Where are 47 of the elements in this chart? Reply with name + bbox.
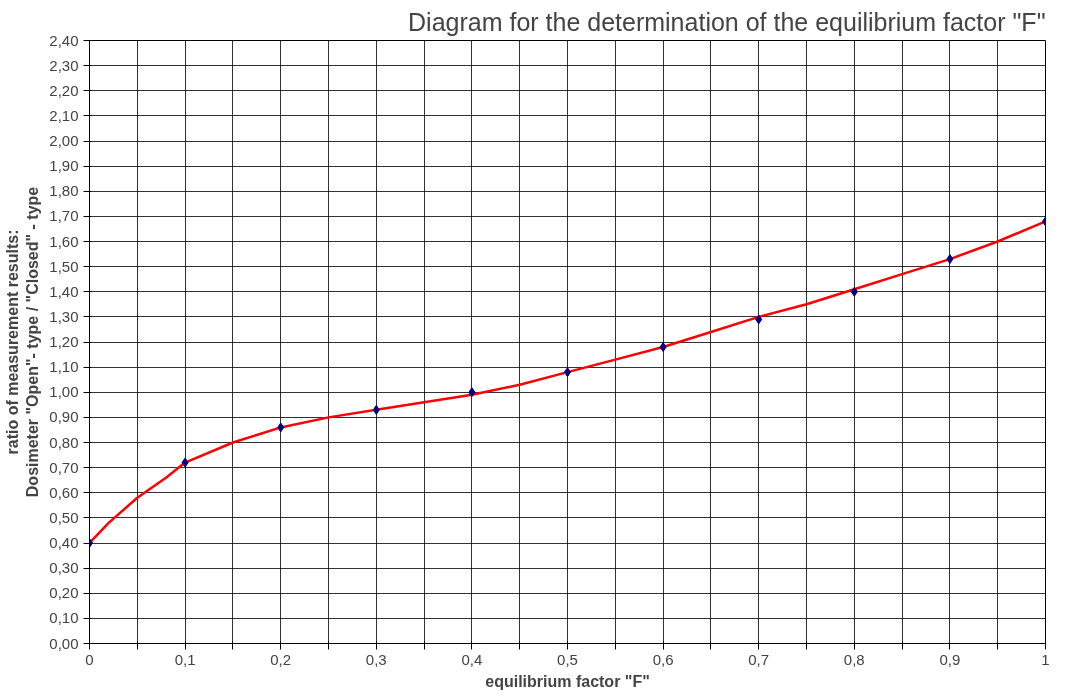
y-tick-label: 1,40 <box>49 282 79 300</box>
y-tick-label: 0,80 <box>49 433 79 451</box>
x-tick-label: 1 <box>1041 650 1050 668</box>
y-axis-title: ratio of measurement results: Dosimeter "Open"- type / "Closed" - type <box>3 186 42 498</box>
y-tick-label: 1,00 <box>49 383 79 401</box>
y-tick-label: 1,20 <box>49 333 79 350</box>
x-tick-label: 0,1 <box>174 650 196 668</box>
x-tick-label: 0,2 <box>270 650 292 668</box>
y-tick-label: 2,20 <box>49 81 79 99</box>
point <box>277 422 285 433</box>
x-tick-label: 0,3 <box>365 650 387 668</box>
point <box>181 457 189 468</box>
x-tick-label: 0,6 <box>652 650 674 668</box>
y-tick-label: 0,90 <box>49 408 79 426</box>
y-tick-label: 1,80 <box>49 182 79 200</box>
y-tick-label: 0,70 <box>49 458 79 476</box>
chart-title: Diagram for the determination of the equilibrium factor "F" <box>408 7 1046 36</box>
x-tick-label: 0,5 <box>557 650 578 668</box>
y-tick-label: 2,10 <box>49 106 79 124</box>
y-tick-label: 0,20 <box>49 584 79 602</box>
point <box>372 404 380 415</box>
point <box>755 314 763 325</box>
point <box>659 342 667 353</box>
y-tick-label: 1,30 <box>49 307 79 325</box>
y-tick-label: 1,10 <box>49 358 79 376</box>
x-tick-label: 0,8 <box>843 650 865 668</box>
x-tick-label: 0 <box>85 650 94 668</box>
point <box>468 387 476 398</box>
x-tick-label: 0,4 <box>461 650 483 668</box>
y-tick-label: 0,40 <box>49 534 79 551</box>
y-tick-label: 2,30 <box>49 56 79 74</box>
y-tick-label: 0,60 <box>49 483 79 501</box>
y-tick-label: 0,50 <box>49 508 79 526</box>
point <box>946 254 954 265</box>
x-tick-label: 0,9 <box>939 650 961 668</box>
y-tick-label: 0,30 <box>49 559 79 577</box>
y-tick-label: 2,00 <box>49 132 79 149</box>
x-tick-label: 0,7 <box>748 650 770 668</box>
y-tick-label: 1,70 <box>49 207 79 225</box>
y-tick-label: 0,10 <box>49 609 79 627</box>
y-tick-label: 2,40 <box>49 31 79 49</box>
y-tick-label: 1,90 <box>49 157 79 175</box>
point <box>850 286 858 297</box>
x-axis-title: equilibrium factor "F" <box>485 672 650 690</box>
y-tick-label: 0,00 <box>49 634 79 652</box>
y-tick-label: 1,50 <box>49 257 79 275</box>
y-tick-label: 1,60 <box>49 232 79 250</box>
